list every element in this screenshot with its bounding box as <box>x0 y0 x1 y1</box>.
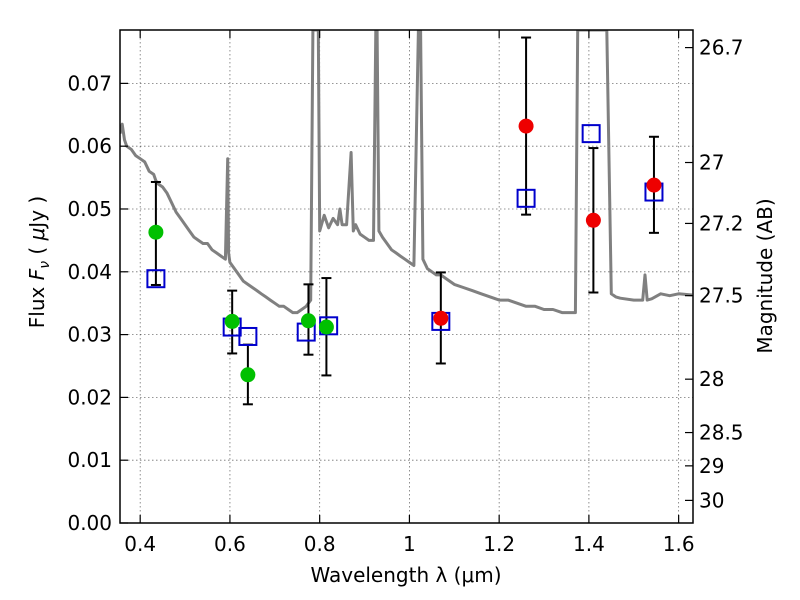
y-axis-label: Flux Fν ( μJy ) <box>25 196 53 328</box>
x-tick-label: 0.4 <box>124 532 156 556</box>
y2-tick-label: 30 <box>699 488 724 512</box>
x-tick-label: 0.6 <box>214 532 246 556</box>
model-flux-square <box>238 326 258 346</box>
y-tick-label: 0.07 <box>67 71 112 95</box>
y2-tick-label: 27.2 <box>699 211 744 235</box>
y2-tick-label: 27 <box>699 151 724 175</box>
y2-tick-label: 27.5 <box>699 284 744 308</box>
y-axis-right: 26.7 27 27.2 27.5 28 28.5 29 30 <box>685 36 744 512</box>
photometry-point-green <box>240 367 256 383</box>
photometry-point-green <box>318 319 334 335</box>
photometry-markers <box>148 118 662 383</box>
photometry-point-green <box>224 313 240 329</box>
photometry-point-red <box>585 212 601 228</box>
y2-axis-label: Magnitude (AB) <box>753 198 777 353</box>
model-flux-square <box>146 269 166 289</box>
y2-tick-label: 26.7 <box>699 36 744 60</box>
y-tick-label: 0.03 <box>67 323 112 347</box>
photometry-point-red <box>518 118 534 134</box>
x-axis: 0.4 0.6 0.8 1 1.2 1.4 1.6 <box>124 30 695 556</box>
photometry-point-red <box>646 177 662 193</box>
x-tick-label: 1 <box>403 532 416 556</box>
x-tick-label: 0.8 <box>304 532 336 556</box>
y-tick-label: 0.00 <box>67 511 112 535</box>
x-tick-label: 1.4 <box>573 532 605 556</box>
y-tick-label: 0.02 <box>67 385 112 409</box>
y-tick-label: 0.05 <box>67 197 112 221</box>
y-axis-left: 0.00 0.01 0.02 0.03 0.04 0.05 0.06 0.07 <box>67 71 128 535</box>
y-tick-label: 0.04 <box>67 260 112 284</box>
y2-tick-label: 28.5 <box>699 421 744 445</box>
y-tick-label: 0.06 <box>67 134 112 158</box>
y2-tick-label: 29 <box>699 454 724 478</box>
y-tick-label: 0.01 <box>67 448 112 472</box>
photometry-point-green <box>148 224 164 240</box>
x-tick-label: 1.6 <box>663 532 695 556</box>
model-flux-square <box>516 188 536 208</box>
photometry-point-green <box>300 313 316 329</box>
photometry-point-red <box>433 310 449 326</box>
x-axis-label: Wavelength λ (μm) <box>310 563 501 587</box>
y2-tick-label: 28 <box>699 367 724 391</box>
x-tick-label: 1.2 <box>483 532 515 556</box>
model-flux-square <box>581 124 601 144</box>
model-spectrum <box>120 30 693 315</box>
plot-frame <box>119 29 694 524</box>
model-spectrum-line <box>120 30 693 315</box>
